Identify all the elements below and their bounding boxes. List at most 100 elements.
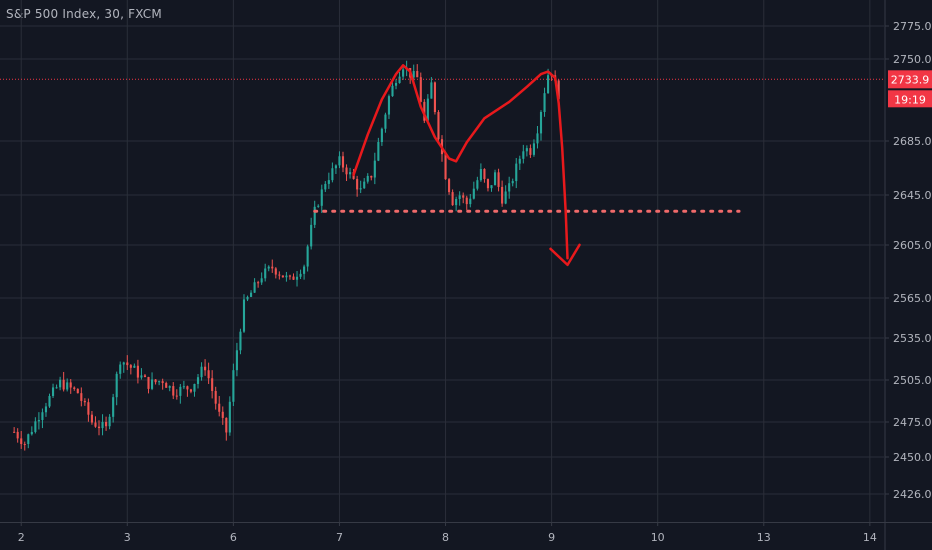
candle-body bbox=[239, 331, 242, 351]
candle-body bbox=[16, 431, 19, 439]
candle-body bbox=[423, 101, 426, 121]
x-tick-label: 9 bbox=[548, 531, 555, 544]
candle-body bbox=[366, 175, 369, 182]
candle-body bbox=[331, 168, 334, 181]
candle-body bbox=[426, 98, 429, 121]
candle-body bbox=[161, 381, 164, 384]
candle-body bbox=[249, 292, 253, 297]
x-tick-label: 8 bbox=[442, 531, 449, 544]
candle-body bbox=[264, 268, 267, 279]
candle-body bbox=[48, 395, 51, 407]
candle-body bbox=[455, 198, 458, 206]
candle-body bbox=[356, 178, 359, 190]
candle-body bbox=[122, 362, 125, 365]
candle-body bbox=[105, 422, 108, 427]
candle-body bbox=[69, 382, 72, 388]
chart-title: S&P 500 Index, 30, FXCM bbox=[6, 7, 162, 21]
y-tick-label: 2645.0 bbox=[893, 189, 932, 202]
candle-body bbox=[274, 268, 277, 275]
candle-body bbox=[303, 266, 306, 274]
candle-body bbox=[133, 365, 136, 368]
candle-body bbox=[41, 412, 44, 421]
candle-body bbox=[30, 431, 33, 435]
candle-body bbox=[242, 299, 246, 332]
candle-body bbox=[76, 388, 79, 394]
candle-body bbox=[465, 197, 468, 205]
candle-body bbox=[317, 205, 320, 207]
candle-body bbox=[172, 386, 175, 396]
candle-body bbox=[193, 383, 196, 392]
x-tick-label: 13 bbox=[757, 531, 771, 544]
candle-body bbox=[126, 362, 129, 366]
candle-body bbox=[486, 179, 490, 189]
candle-body bbox=[324, 183, 327, 190]
candle-body bbox=[525, 148, 528, 152]
candle-body bbox=[387, 96, 391, 115]
candle-body bbox=[20, 438, 23, 444]
candle-body bbox=[235, 350, 238, 371]
y-tick-label: 2475.0 bbox=[893, 416, 932, 429]
candle-body bbox=[246, 296, 249, 300]
candle-body bbox=[370, 175, 373, 178]
arrow-annotation bbox=[549, 243, 581, 267]
last-price-label: 2733.9 bbox=[891, 73, 930, 86]
candle-body bbox=[363, 181, 366, 189]
candle-body bbox=[165, 383, 168, 388]
candle-body bbox=[281, 275, 284, 278]
candle-body bbox=[536, 133, 539, 144]
candle-body bbox=[419, 77, 422, 102]
candle-body bbox=[515, 163, 518, 182]
candle-body bbox=[497, 172, 500, 187]
candle-body bbox=[557, 80, 560, 100]
candle-body bbox=[101, 422, 104, 429]
candle-body bbox=[186, 386, 189, 390]
candle-body bbox=[119, 364, 122, 374]
candle-body bbox=[51, 387, 55, 396]
countdown-label: 19:19 bbox=[894, 93, 926, 106]
candle-body bbox=[437, 112, 440, 140]
candle-body bbox=[140, 375, 143, 378]
candle-body bbox=[232, 370, 235, 402]
candle-body bbox=[168, 386, 171, 388]
candle-body bbox=[288, 275, 292, 277]
candle-body bbox=[543, 93, 546, 113]
candle-body bbox=[508, 183, 511, 192]
candle-body bbox=[295, 276, 299, 280]
candle-body bbox=[359, 188, 362, 190]
candle-body bbox=[349, 172, 352, 175]
candle-body bbox=[490, 185, 493, 189]
candle-body bbox=[211, 378, 214, 391]
candle-body bbox=[271, 266, 274, 269]
candles bbox=[13, 60, 560, 451]
candle-body bbox=[469, 198, 472, 205]
x-tick-label: 6 bbox=[230, 531, 237, 544]
y-tick-label: 2605.0 bbox=[893, 239, 932, 252]
candle-body bbox=[402, 69, 405, 77]
candle-body bbox=[189, 389, 193, 392]
candle-body bbox=[112, 397, 115, 417]
candle-body bbox=[207, 370, 210, 379]
candle-body bbox=[179, 386, 182, 396]
candle-body bbox=[483, 169, 486, 180]
candle-body bbox=[13, 431, 16, 433]
candle-body bbox=[334, 165, 337, 169]
x-tick-label: 10 bbox=[651, 531, 665, 544]
candle-body bbox=[416, 71, 419, 78]
candle-body bbox=[472, 188, 475, 199]
candle-body bbox=[476, 180, 479, 189]
candle-body bbox=[384, 114, 387, 129]
candle-body bbox=[175, 395, 178, 397]
candle-body bbox=[448, 179, 451, 193]
x-tick-label: 7 bbox=[336, 531, 343, 544]
candle-body bbox=[143, 375, 147, 377]
candle-body bbox=[458, 195, 461, 199]
candle-body bbox=[66, 382, 69, 390]
candle-body bbox=[150, 379, 154, 389]
candle-body bbox=[90, 414, 93, 423]
candle-body bbox=[433, 82, 436, 113]
candle-body bbox=[306, 246, 309, 267]
candle-body bbox=[147, 376, 150, 389]
candle-body bbox=[380, 128, 383, 143]
candle-body bbox=[136, 365, 139, 378]
